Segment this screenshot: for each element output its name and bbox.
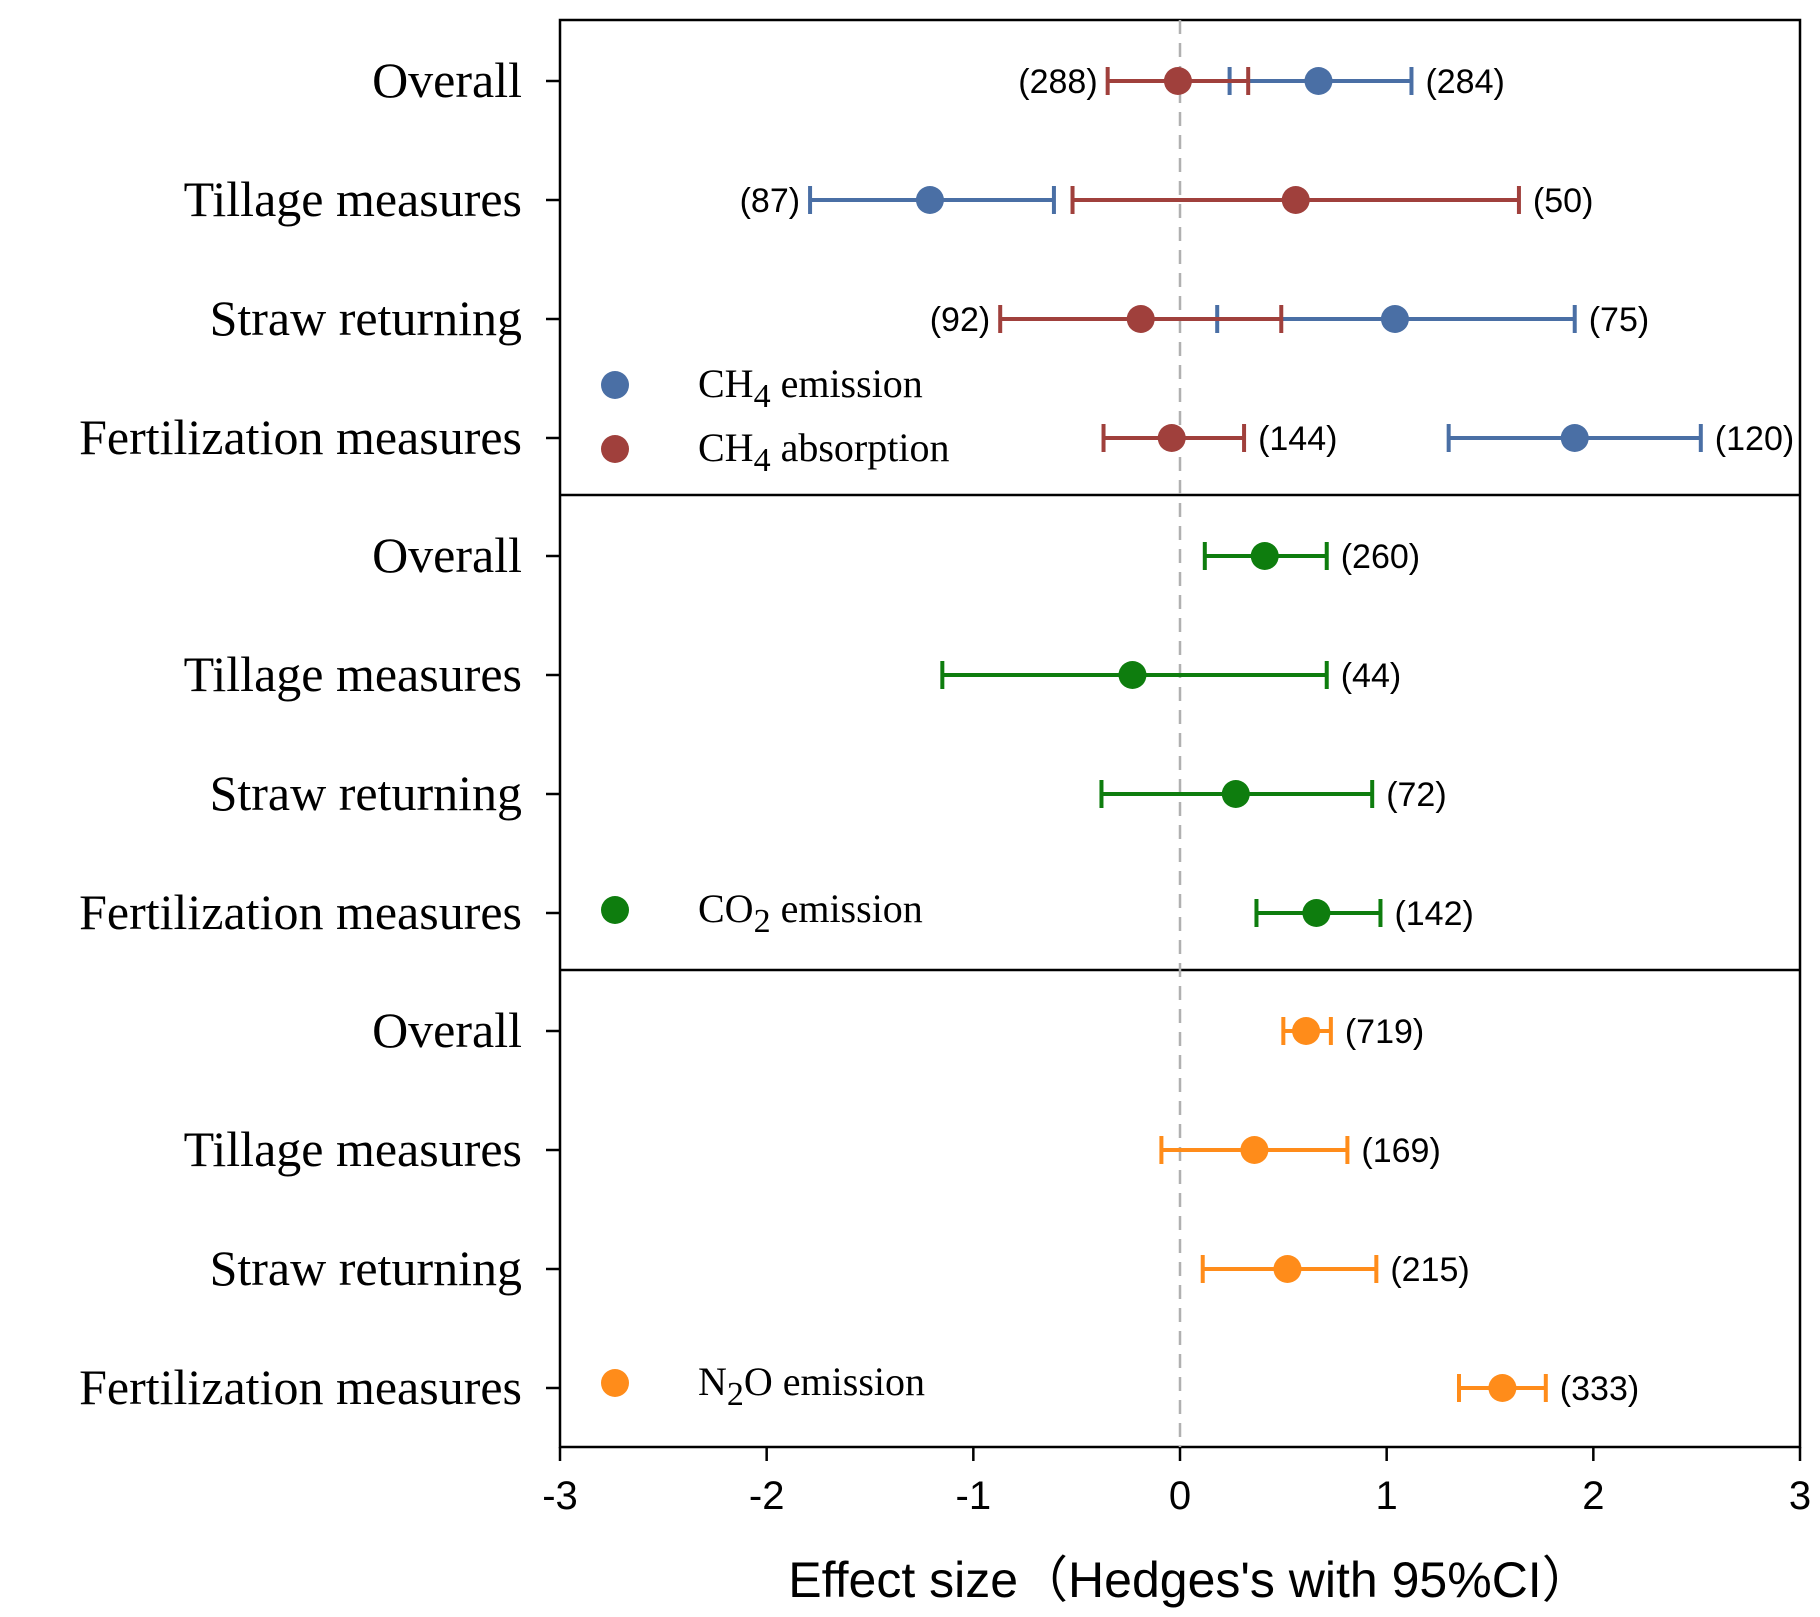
sample-size-label: (50) <box>1533 182 1593 220</box>
category-labels-layer: Overall Tillage measures Straw returning Fe… <box>79 52 560 1415</box>
mean-point <box>1292 1017 1321 1045</box>
x-tick-label: 3 <box>1789 1474 1811 1518</box>
mean-point <box>1281 186 1310 214</box>
mean-point <box>1302 899 1331 927</box>
data-point-group: (719) <box>1281 1013 1424 1051</box>
x-tick-label: 1 <box>1376 1474 1398 1518</box>
x-axis-layer: -3 -2 -1 0 1 2 3 Effect size（Hedges's with 95%C… <box>542 1447 1811 1608</box>
category-label: Fertilization measures <box>79 1359 522 1415</box>
data-point-group: (120) <box>1446 420 1794 458</box>
data-point-group: (75) <box>1215 301 1649 339</box>
category-label: Straw returning <box>210 290 522 346</box>
mean-point <box>915 186 944 214</box>
category-label: Overall <box>372 52 522 108</box>
x-tick-label: 2 <box>1582 1474 1604 1518</box>
sample-size-label: (260) <box>1341 538 1420 576</box>
mean-point <box>1118 661 1147 689</box>
sample-size-label: (144) <box>1258 420 1337 458</box>
mean-point <box>1157 424 1186 452</box>
legend-marker <box>601 435 629 463</box>
category-label: Overall <box>372 527 522 583</box>
legend-entry: CH4 emission <box>601 361 923 415</box>
category-label: Tillage measures <box>184 646 522 702</box>
data-point-group: (284) <box>1227 63 1505 101</box>
legend-marker <box>601 371 629 399</box>
sample-size-label: (44) <box>1341 657 1401 695</box>
data-marks-layer: (284) (87) (75) (120) (288) (50) (92) (144) (260… <box>740 63 1795 1408</box>
category-label: Fertilization measures <box>79 409 522 465</box>
sample-size-label: (87) <box>740 182 800 220</box>
sample-size-label: (288) <box>1018 63 1097 101</box>
sample-size-label: (215) <box>1390 1251 1469 1289</box>
legend-entry: CH4 absorption <box>601 425 949 479</box>
data-point-group: (92) <box>930 301 1284 339</box>
legend-label: N2O emission <box>698 1359 925 1413</box>
legend-marker <box>601 896 629 924</box>
x-tick-label: 0 <box>1169 1474 1191 1518</box>
category-label: Overall <box>372 1002 522 1058</box>
sample-size-label: (719) <box>1345 1013 1424 1051</box>
data-point-group: (144) <box>1101 420 1337 458</box>
legend-marker <box>601 1369 629 1397</box>
mean-point <box>1250 542 1279 570</box>
sample-size-label: (284) <box>1425 63 1504 101</box>
data-point-group: (333) <box>1457 1370 1639 1408</box>
sample-size-label: (75) <box>1589 301 1649 339</box>
mean-point <box>1560 424 1589 452</box>
mean-point <box>1380 305 1409 333</box>
data-point-group: (215) <box>1200 1251 1470 1289</box>
mean-point <box>1488 1374 1517 1402</box>
x-tick-label: -3 <box>542 1474 578 1518</box>
mean-point <box>1240 1136 1269 1164</box>
data-point-group: (44) <box>940 657 1401 695</box>
data-point-group: (72) <box>1099 776 1447 814</box>
sample-size-label: (333) <box>1560 1370 1639 1408</box>
mean-point <box>1273 1255 1302 1283</box>
x-tick-label: -2 <box>749 1474 785 1518</box>
sample-size-label: (92) <box>930 301 990 339</box>
data-point-group: (87) <box>740 182 1056 220</box>
mean-point <box>1304 67 1333 95</box>
sample-size-label: (120) <box>1715 420 1794 458</box>
legend-layer: CH4 emission CH4 absorption CO2 emission N2… <box>601 361 949 1413</box>
legend-entry: N2O emission <box>601 1359 925 1413</box>
category-label: Tillage measures <box>184 1121 522 1177</box>
category-label: Tillage measures <box>184 171 522 227</box>
sample-size-label: (72) <box>1386 776 1446 814</box>
mean-point <box>1163 67 1192 95</box>
legend-label: CO2 emission <box>698 886 923 940</box>
data-point-group: (142) <box>1254 895 1474 933</box>
legend-label: CH4 absorption <box>698 425 949 479</box>
legend-entry: CO2 emission <box>601 886 923 940</box>
legend-label: CH4 emission <box>698 361 923 415</box>
data-point-group: (260) <box>1202 538 1420 576</box>
data-point-group: (50) <box>1070 182 1593 220</box>
category-label: Straw returning <box>210 1240 522 1296</box>
mean-point <box>1221 780 1250 808</box>
category-label: Straw returning <box>210 765 522 821</box>
sample-size-label: (142) <box>1394 895 1473 933</box>
category-label: Fertilization measures <box>79 884 522 940</box>
x-axis-title: Effect size（Hedges's with 95%CI） <box>788 1552 1591 1608</box>
sample-size-label: (169) <box>1361 1132 1440 1170</box>
data-point-group: (288) <box>1018 63 1251 101</box>
data-point-group: (169) <box>1159 1132 1441 1170</box>
mean-point <box>1126 305 1155 333</box>
x-tick-label: -1 <box>956 1474 992 1518</box>
